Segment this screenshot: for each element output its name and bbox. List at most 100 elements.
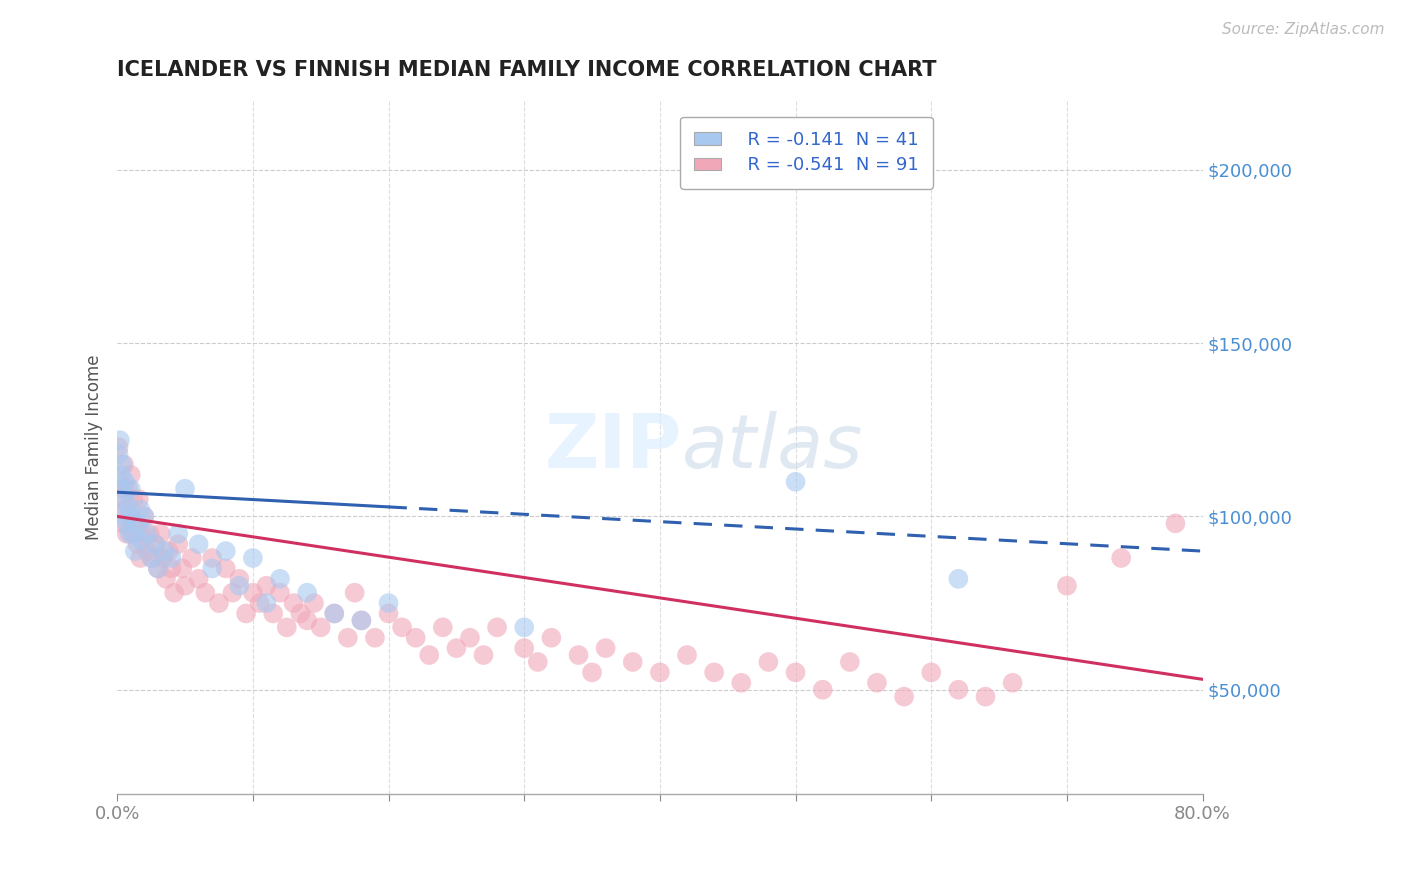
Point [134,509,156,524]
Point [269,585,291,599]
Point [167,526,190,541]
Point [115,526,138,541]
Point [107,447,129,461]
Text: ZIP: ZIP [544,410,682,483]
Legend:   R = -0.141  N = 41,   R = -0.541  N = 91: R = -0.141 N = 41, R = -0.541 N = 91 [681,117,934,189]
Point [152,551,174,566]
Point [221,585,243,599]
Point [120,482,142,496]
Point [139,551,162,566]
Point [621,655,644,669]
Point [343,585,366,599]
Point [486,620,509,634]
Point [513,620,536,634]
Point [377,596,399,610]
Point [418,648,440,662]
Point [112,509,135,524]
Point [405,631,427,645]
Point [377,607,399,621]
Point [136,526,159,541]
Point [350,614,373,628]
Point [160,561,183,575]
Point [122,526,145,541]
Point [153,544,176,558]
Point [163,585,186,599]
Point [811,682,834,697]
Point [128,492,150,507]
Point [567,648,589,662]
Point [174,579,197,593]
Point [595,641,617,656]
Point [302,596,325,610]
Point [110,492,132,507]
Point [648,665,671,680]
Point [785,475,807,489]
Point [948,572,970,586]
Point [446,641,468,656]
Point [111,458,134,472]
Point [114,502,136,516]
Point [124,544,146,558]
Point [228,579,250,593]
Point [948,682,970,697]
Point [120,509,142,524]
Point [129,502,152,516]
Point [111,516,134,531]
Point [391,620,413,634]
Point [141,551,163,566]
Point [143,537,166,551]
Point [124,516,146,531]
Y-axis label: Median Family Income: Median Family Income [86,354,103,540]
Point [117,482,139,496]
Point [526,655,548,669]
Point [336,631,359,645]
Point [112,492,135,507]
Point [323,607,346,621]
Point [276,620,298,634]
Point [136,544,159,558]
Point [155,572,177,586]
Point [146,561,169,575]
Point [228,572,250,586]
Point [974,690,997,704]
Point [122,492,145,507]
Point [174,482,197,496]
Point [127,516,149,531]
Point [201,561,224,575]
Point [134,509,156,524]
Point [194,585,217,599]
Point [120,467,142,482]
Point [290,607,312,621]
Text: atlas: atlas [682,411,863,483]
Point [295,614,318,628]
Point [208,596,231,610]
Text: Source: ZipAtlas.com: Source: ZipAtlas.com [1222,22,1385,37]
Point [676,648,699,662]
Point [187,572,209,586]
Point [269,572,291,586]
Point [160,551,183,566]
Text: ICELANDER VS FINNISH MEDIAN FAMILY INCOME CORRELATION CHART: ICELANDER VS FINNISH MEDIAN FAMILY INCOM… [117,60,936,79]
Point [283,596,305,610]
Point [139,526,162,541]
Point [172,561,194,575]
Point [180,551,202,566]
Point [215,561,238,575]
Point [187,537,209,551]
Point [107,440,129,454]
Point [157,544,180,558]
Point [730,675,752,690]
Point [118,509,141,524]
Point [114,475,136,489]
Point [117,499,139,513]
Point [838,655,860,669]
Point [703,665,725,680]
Point [1056,579,1078,593]
Point [108,434,131,448]
Point [112,458,135,472]
Point [146,561,169,575]
Point [131,533,153,548]
Point [129,551,152,566]
Point [513,641,536,656]
Point [143,537,166,551]
